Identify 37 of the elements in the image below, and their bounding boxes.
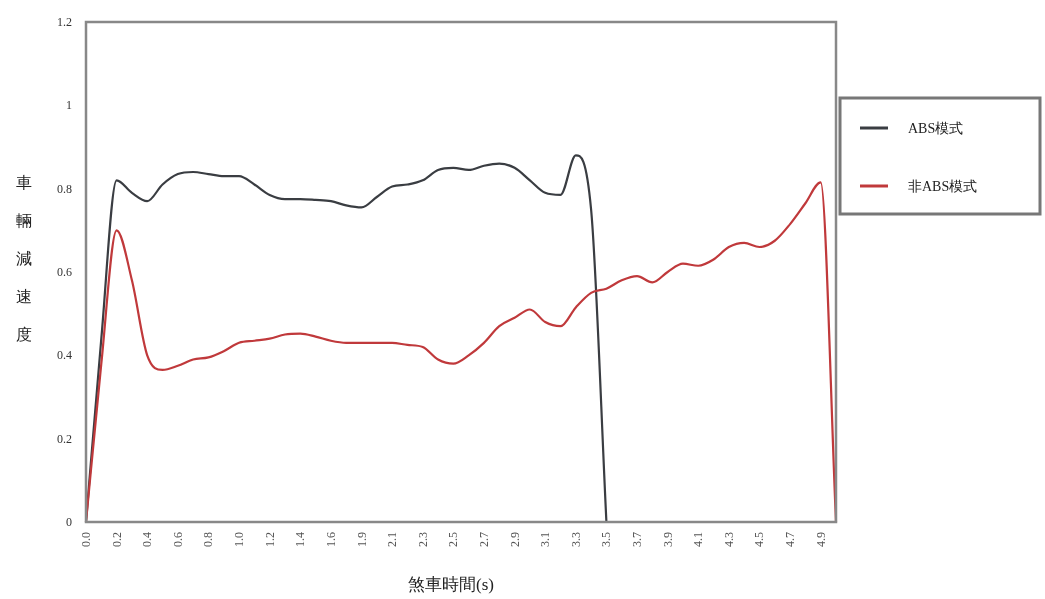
- y-tick-label: 0.2: [57, 431, 72, 446]
- x-tick-label: 4.3: [721, 532, 736, 547]
- legend-label: ABS模式: [908, 121, 964, 136]
- y-tick-label: 0.4: [57, 348, 72, 363]
- line-series: [84, 154, 608, 524]
- x-tick-label: 1.2: [262, 532, 277, 547]
- x-tick-label: 2.5: [446, 532, 461, 547]
- x-tick-label: 1.0: [232, 532, 247, 547]
- x-tick-label: 0.4: [140, 532, 155, 547]
- y-tick-label: 1.2: [57, 15, 72, 29]
- x-tick-label: 2.7: [476, 532, 491, 547]
- x-tick-label: 0.6: [170, 532, 185, 547]
- y-tick-label: 0.8: [57, 181, 72, 196]
- x-tick-label: 3.5: [599, 532, 614, 547]
- x-tick-label: 4.9: [813, 532, 828, 547]
- text: 車輛減速度: [16, 174, 32, 343]
- x-tick-label: 2.3: [415, 532, 430, 547]
- x-tick-label: 2.9: [507, 532, 522, 547]
- x-tick-label: 3.1: [538, 532, 553, 547]
- x-tick-label: 1.4: [293, 532, 308, 547]
- y-tick-label: 1: [66, 98, 72, 113]
- x-tick-label: 4.5: [752, 532, 767, 547]
- x-tick-label: 0.8: [201, 532, 216, 547]
- legend-label: 非ABS模式: [908, 179, 978, 194]
- x-tick-label: 3.7: [630, 532, 645, 547]
- x-tick-label: 2.1: [385, 532, 400, 547]
- x-tick-label: 4.1: [691, 532, 706, 547]
- y-tick-label: 0: [66, 515, 72, 529]
- x-tick-label: 3.3: [568, 532, 583, 547]
- x-tick-label: 0.0: [79, 532, 93, 547]
- x-tick-label: 3.9: [660, 532, 675, 547]
- x-tick-label: 0.2: [109, 532, 124, 547]
- x-tick-label: 1.6: [323, 532, 338, 547]
- x-axis-title: 煞車時間(s): [408, 575, 494, 594]
- x-tick-label: 1.9: [354, 532, 369, 547]
- x-tick-label: 4.7: [783, 532, 798, 547]
- y-tick-label: 0.6: [57, 265, 72, 279]
